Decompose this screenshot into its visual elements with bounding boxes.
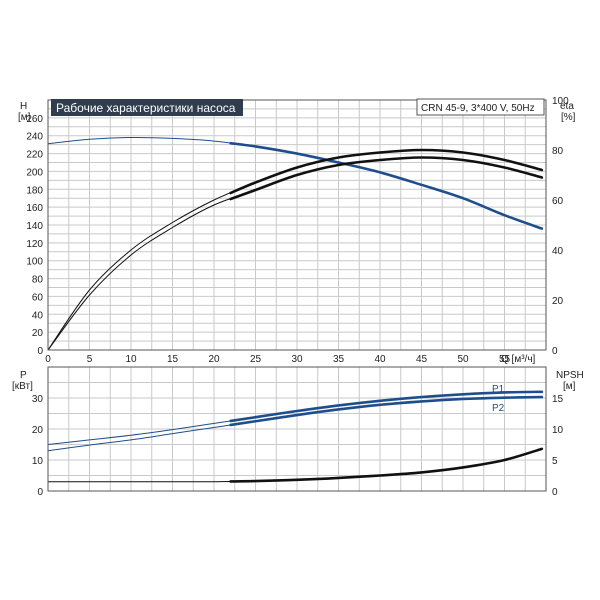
x-tick-label: 40	[374, 354, 386, 365]
x-tick-label: 0	[45, 354, 51, 365]
top-y-tick-label: 260	[26, 114, 43, 125]
npsh-axis-label: NPSH	[556, 370, 584, 381]
p-axis-unit: [кВт]	[12, 381, 33, 392]
y2-axis-label: eta	[560, 101, 574, 112]
npsh-axis-unit: [м]	[563, 381, 576, 392]
bottom-y2-tick-label: 15	[552, 394, 564, 405]
top-y-tick-label: 120	[26, 239, 43, 250]
npsh-curve-operating-range	[229, 447, 544, 483]
eta-curve-2-operating-range	[229, 156, 544, 201]
power-npsh-plot: 0 10 20 30 0 5 10 15 P [кВт] NPSH [м] P1 P2	[12, 366, 584, 498]
top-y-tick-label: 0	[37, 346, 43, 357]
model-label-box	[416, 98, 545, 116]
top-y-tick-label: 200	[26, 167, 43, 178]
top-series-group	[47, 136, 544, 351]
head-curve-operating-range	[229, 141, 544, 230]
x-tick-labels: 0 5 10 15 20 25 30 35 40 45 50 55	[45, 354, 510, 365]
top-y2-tick-label: 100	[552, 96, 569, 107]
x-tick-label: 50	[457, 354, 469, 365]
top-y-tick-label: 40	[32, 310, 44, 321]
p1-curve-operating-range	[229, 390, 544, 423]
top-y2-tick-label: 80	[552, 146, 564, 157]
top-y2-tick-label: 60	[552, 196, 564, 207]
x-tick-label: 15	[167, 354, 179, 365]
bottom-y-tick-labels: 0 10 20 30	[32, 394, 44, 498]
bottom-y2-tick-labels: 0 5 10 15	[552, 394, 564, 498]
top-y2-tick-label: 20	[552, 296, 564, 307]
bottom-y-tick-label: 0	[37, 487, 43, 498]
top-y-tick-label: 80	[32, 275, 44, 286]
top-y-tick-label: 140	[26, 221, 43, 232]
p1-series-label: P1	[492, 384, 505, 395]
p2-curve-operating-range	[229, 395, 544, 427]
y-axis-label: H	[20, 101, 27, 112]
x-tick-label: 55	[499, 354, 511, 365]
top-y-tick-label: 20	[32, 328, 44, 339]
title-box	[51, 99, 243, 116]
top-y-tick-label: 60	[32, 292, 44, 303]
top-y-tick-label: 240	[26, 132, 43, 143]
p2-series-label: P2	[492, 403, 505, 414]
y-axis-unit: [м]	[18, 112, 31, 123]
top-y2-tick-label: 40	[552, 246, 564, 257]
x-tick-label: 10	[125, 354, 137, 365]
top-y-tick-labels: 0 20 40 60 80 100 120 140 160 180 200 220 240 260	[26, 114, 43, 357]
bottom-y-tick-label: 30	[32, 394, 44, 405]
x-tick-label: 25	[250, 354, 262, 365]
bottom-plot-frame	[47, 366, 547, 492]
top-y2-tick-label: 0	[552, 346, 558, 357]
p-axis-label: P	[20, 370, 27, 381]
bottom-series-group	[47, 390, 544, 483]
chart-title: Рабочие характеристики насоса	[56, 101, 236, 115]
y2-axis-unit: [%]	[561, 112, 576, 123]
top-y-tick-label: 180	[26, 185, 43, 196]
model-label: CRN 45-9, 3*400 V, 50Hz	[421, 103, 535, 114]
top-plot-frame	[47, 99, 547, 351]
eta-curve-1-operating-range	[229, 148, 544, 195]
x-tick-label: 20	[208, 354, 220, 365]
x-axis-label: Q [м³/ч]	[501, 354, 536, 365]
bottom-y2-tick-label: 5	[552, 456, 558, 467]
top-y-tick-label: 220	[26, 150, 43, 161]
top-y-tick-label: 160	[26, 203, 43, 214]
top-y2-tick-labels: 0 20 40 60 80 100	[552, 96, 569, 357]
top-y-tick-label: 100	[26, 257, 43, 268]
x-tick-label: 30	[291, 354, 303, 365]
bottom-y-tick-label: 20	[32, 425, 44, 436]
x-tick-label: 5	[87, 354, 93, 365]
bottom-y2-tick-label: 0	[552, 487, 558, 498]
x-tick-label: 35	[333, 354, 345, 365]
bottom-y-tick-label: 10	[32, 456, 44, 467]
x-tick-label: 45	[416, 354, 428, 365]
bottom-y2-tick-label: 10	[552, 425, 564, 436]
